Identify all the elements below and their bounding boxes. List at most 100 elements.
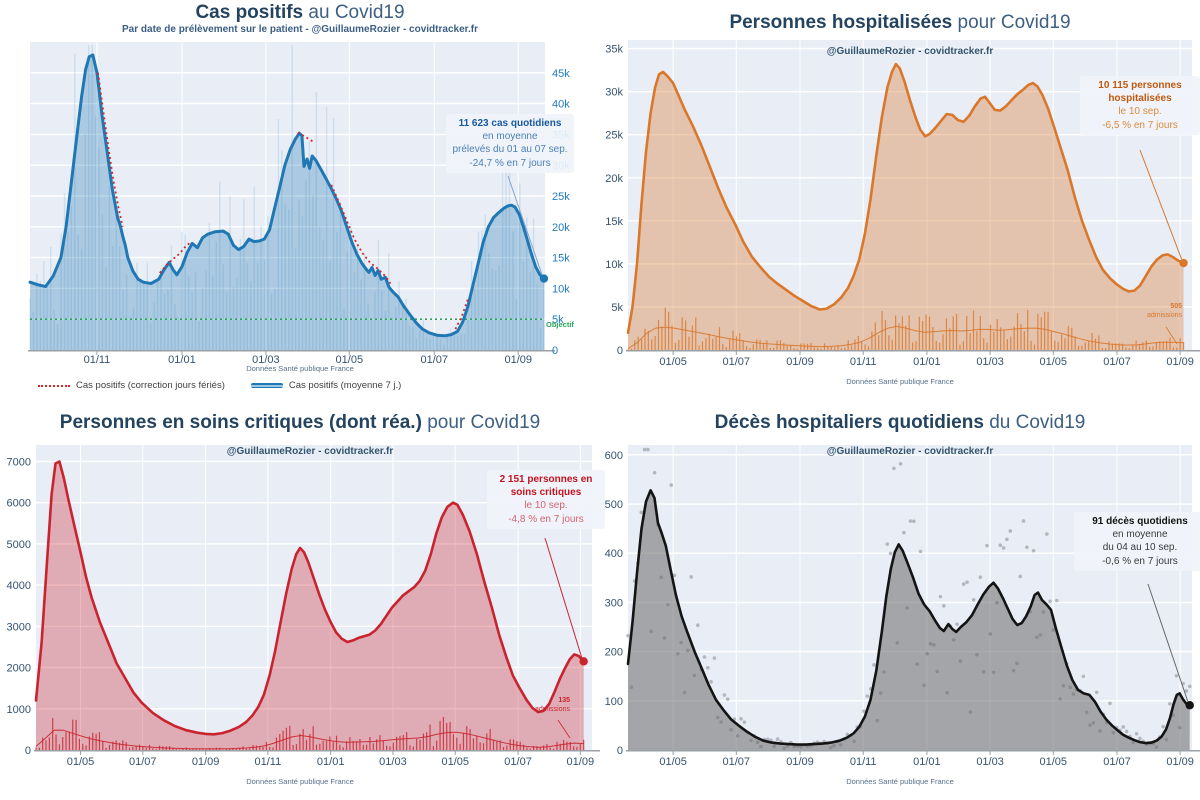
admissions-bar <box>392 742 394 750</box>
admissions-bar <box>272 747 274 750</box>
admissions-bar <box>122 740 124 750</box>
daily-raw-bar <box>374 291 376 350</box>
scatter-dot <box>1025 545 1029 549</box>
admissions-bar <box>309 734 311 750</box>
daily-raw-bar <box>298 199 300 350</box>
chart-title-hospitalisations: Personnes hospitalisées pour Covid19 <box>600 12 1200 34</box>
admissions-bar <box>756 339 758 350</box>
admissions-average-line <box>35 729 584 750</box>
admissions-bar <box>569 741 571 750</box>
scatter-dot <box>1187 684 1192 689</box>
admissions-bar <box>1094 338 1097 350</box>
main-line <box>626 489 1191 746</box>
admissions-bar <box>352 741 354 750</box>
scatter-dot <box>1018 574 1023 579</box>
daily-raw-bar <box>84 134 86 350</box>
annotation-line: -4,8 % en 7 jours <box>508 513 584 525</box>
admissions-bar <box>315 744 318 750</box>
admissions-bar <box>844 347 846 350</box>
main-line <box>626 62 1185 335</box>
area-fill <box>628 490 1190 750</box>
admissions-bar <box>935 340 937 350</box>
annotation-line: le 10 sep. <box>1118 106 1162 118</box>
admissions-bar <box>339 744 341 750</box>
admissions-bar <box>986 342 988 350</box>
admissions-bar <box>506 745 508 750</box>
admissions-bar <box>1155 342 1158 350</box>
daily-raw-bar <box>212 275 214 350</box>
daily-raw-bar <box>498 265 500 350</box>
admissions-bar <box>88 736 91 750</box>
admissions-bar <box>840 347 843 350</box>
admissions-bar <box>1081 345 1083 350</box>
daily-raw-bar <box>470 261 473 350</box>
daily-raw-bar <box>394 306 397 350</box>
admissions-bar <box>1040 317 1042 350</box>
admissions-bar <box>1064 338 1066 350</box>
daily-raw-bar <box>291 45 293 351</box>
admissions-bar <box>452 734 455 750</box>
admissions-bar <box>1060 334 1063 350</box>
admissions-bar <box>1105 347 1107 350</box>
daily-raw-bar <box>229 196 231 350</box>
admissions-bar <box>911 342 914 350</box>
x-axis-label: 01/03 <box>976 356 1004 368</box>
x-axis-label: 01/09 <box>1166 356 1194 368</box>
y-axis-label: 200 <box>605 647 623 659</box>
admissions-bar <box>82 743 84 750</box>
admissions-bar <box>312 726 314 750</box>
x-axis-label: 01/05 <box>441 756 469 768</box>
admissions-bar <box>864 344 866 350</box>
admissions-bar <box>1084 342 1086 350</box>
scatter-dot <box>902 530 906 535</box>
admissions-bar <box>105 747 107 750</box>
scatter-dot <box>892 466 896 471</box>
admissions-bar <box>959 344 961 350</box>
x-axis-label: 01/05 <box>336 354 364 366</box>
daily-raw-bar <box>515 299 518 350</box>
main-line <box>28 53 546 338</box>
admissions-bar <box>429 724 431 750</box>
scatter-dot <box>941 604 946 608</box>
scatter-dot <box>872 663 876 667</box>
daily-raw-bar <box>522 261 524 350</box>
scatter-dot <box>978 575 983 579</box>
admissions-bar <box>647 330 649 350</box>
admissions-bar <box>48 737 50 750</box>
admissions-bar <box>939 342 941 350</box>
y-axis-label: 30k <box>605 87 623 99</box>
daily-raw-bar <box>398 281 400 350</box>
admissions-bar <box>486 733 488 750</box>
admissions-bar <box>729 339 731 350</box>
admissions-bar <box>901 316 903 350</box>
admissions-bar <box>996 319 998 350</box>
admissions-bar <box>908 315 910 350</box>
admissions-bar <box>1027 309 1029 350</box>
latest-value-dot <box>1185 701 1194 710</box>
daily-raw-bar <box>132 308 135 350</box>
admissions-bar <box>212 749 214 750</box>
scatter-dot <box>775 737 780 741</box>
admissions-bar <box>759 339 761 350</box>
admissions-bar <box>396 736 398 750</box>
admissions-bar <box>108 744 111 750</box>
daily-raw-bar <box>305 179 307 350</box>
daily-raw-bar <box>49 246 52 350</box>
daily-raw-bar <box>405 298 407 350</box>
scatter-dot <box>725 697 730 701</box>
x-axis-label: 01/07 <box>504 756 532 768</box>
chart-title-rest: du Covid19 <box>983 412 1086 433</box>
annotation-hospitalisations: 10 115 personnes hospitalisées le 10 sep… <box>1080 76 1200 135</box>
scatter-dot <box>672 573 677 578</box>
y-axis-label: 20k <box>552 222 570 234</box>
admissions-bar <box>359 738 361 750</box>
admissions-label: 135 admissions <box>535 696 570 714</box>
admissions-bar <box>332 741 334 750</box>
admissions-bar <box>1121 343 1124 350</box>
admissions-bar <box>1152 346 1154 350</box>
daily-raw-bar <box>160 268 162 350</box>
annotation-pointer-line <box>1147 583 1189 702</box>
chart-title-bold: Personnes en soins critiques (dont réa.) <box>59 412 422 433</box>
panel-deces: 01/05 01/07 01/09 01/11 01/01 01/03 01/05 01/07… <box>600 400 1200 800</box>
